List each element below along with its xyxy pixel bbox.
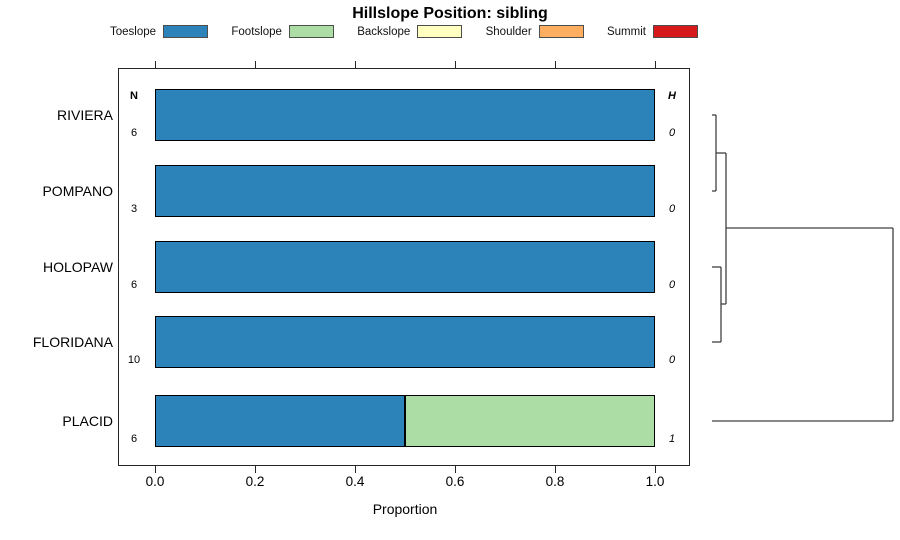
bar-pompano (155, 165, 655, 217)
legend-swatch-toeslope (163, 25, 209, 38)
legend-label: Toeslope (110, 25, 157, 38)
x-tick-label: 0.8 (545, 474, 565, 489)
legend: Toeslope Footslope Backslope Shoulder Summit (110, 25, 698, 38)
x-tick-top (255, 61, 256, 68)
row-label-pompano: POMPANO (42, 183, 113, 199)
bar-segment-placid-toeslope (155, 395, 405, 447)
x-tick-top (355, 61, 356, 68)
legend-label: Summit (606, 25, 646, 38)
x-tick-label: 0.0 (145, 474, 165, 489)
row-label-holopaw: HOLOPAW (42, 259, 113, 275)
h-value-placid: 1 (668, 433, 676, 445)
legend-label: Shoulder (485, 25, 532, 38)
x-tick-bottom (655, 466, 656, 473)
bar-segment-floridana-toeslope (155, 316, 655, 368)
n-value-pompano: 3 (130, 203, 138, 215)
n-value-holopaw: 6 (130, 279, 138, 291)
x-tick-label: 1.0 (645, 474, 665, 489)
x-tick-label: 0.6 (445, 474, 465, 489)
h-value-floridana: 0 (668, 354, 676, 366)
x-tick-bottom (255, 466, 256, 473)
legend-item-footslope: Footslope (231, 25, 334, 38)
x-tick-bottom (355, 466, 356, 473)
x-tick-top (455, 61, 456, 68)
x-tick-bottom (155, 466, 156, 473)
bar-floridana (155, 316, 655, 368)
n-value-floridana: 10 (127, 354, 141, 366)
n-value-placid: 6 (130, 433, 138, 445)
row-label-floridana: FLORIDANA (32, 334, 113, 350)
h-value-holopaw: 0 (668, 279, 676, 291)
legend-item-summit: Summit (607, 25, 698, 38)
bar-placid (155, 395, 655, 447)
bar-segment-pompano-toeslope (155, 165, 655, 217)
legend-swatch-backslope (417, 25, 463, 38)
legend-item-backslope: Backslope (357, 25, 463, 38)
legend-swatch-summit (652, 25, 698, 38)
h-value-pompano: 0 (668, 203, 676, 215)
plot-frame (118, 68, 690, 466)
h-column-header: H (668, 90, 676, 102)
bar-riviera (155, 89, 655, 141)
bar-segment-holopaw-toeslope (155, 241, 655, 293)
x-tick-top (655, 61, 656, 68)
row-label-placid: PLACID (62, 413, 113, 429)
legend-swatch-footslope (288, 25, 334, 38)
legend-item-toeslope: Toeslope (110, 25, 209, 38)
h-value-riviera: 0 (668, 127, 676, 139)
x-axis-title: Proportion (372, 501, 438, 517)
row-label-riviera: RIVIERA (56, 107, 113, 123)
x-tick-label: 0.2 (245, 474, 265, 489)
x-tick-label: 0.4 (345, 474, 365, 489)
legend-label: Footslope (231, 25, 282, 38)
x-tick-bottom (455, 466, 456, 473)
x-tick-bottom (555, 466, 556, 473)
n-column-header: N (130, 90, 138, 102)
bar-segment-placid-footslope (405, 395, 655, 447)
legend-item-shoulder: Shoulder (486, 25, 584, 38)
legend-label: Backslope (357, 25, 411, 38)
bar-segment-riviera-toeslope (155, 89, 655, 141)
x-tick-top (555, 61, 556, 68)
chart-title: Hillslope Position: sibling (352, 5, 548, 22)
x-tick-top (155, 61, 156, 68)
legend-swatch-shoulder (538, 25, 584, 38)
n-value-riviera: 6 (130, 127, 138, 139)
bar-holopaw (155, 241, 655, 293)
